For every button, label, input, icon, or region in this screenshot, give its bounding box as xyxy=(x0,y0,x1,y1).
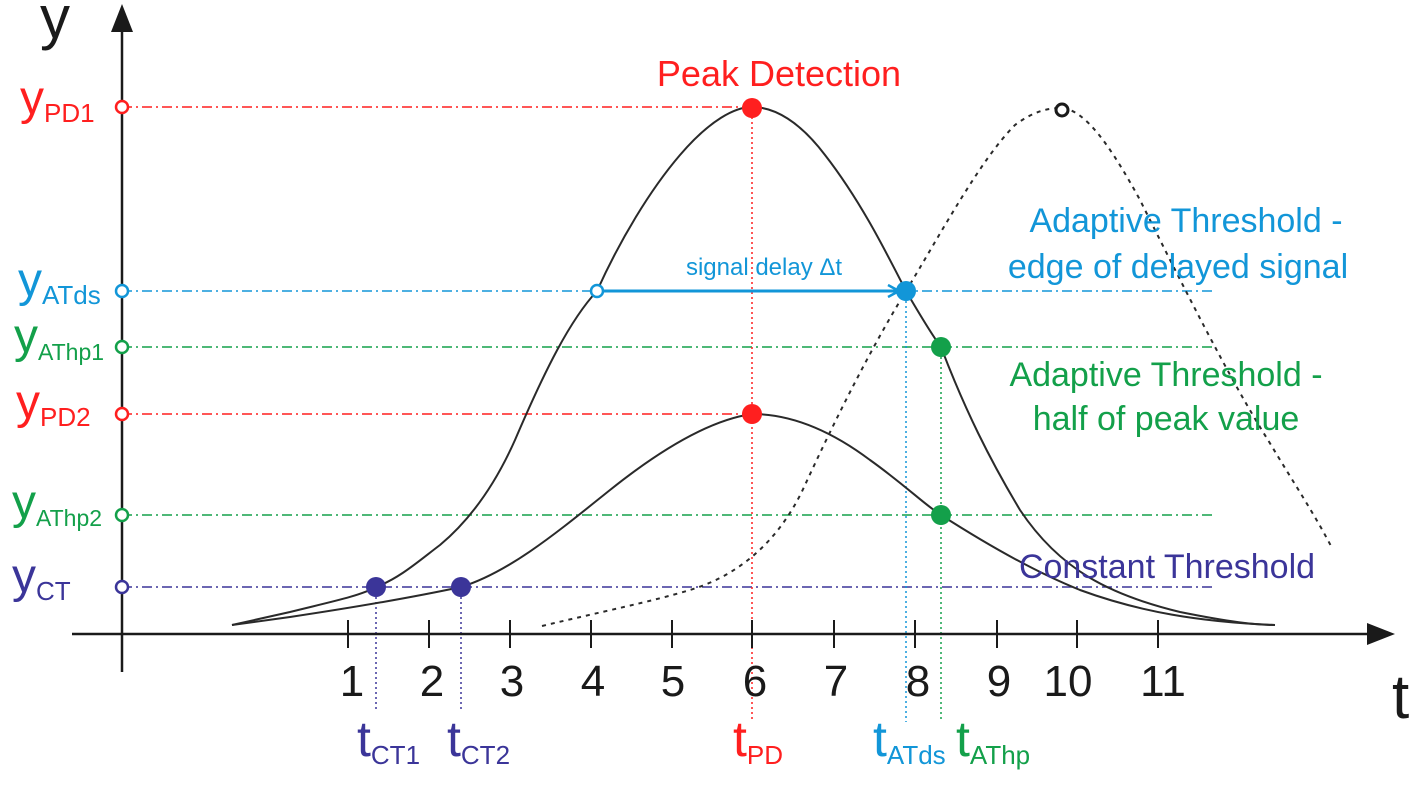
peak-detection-label: Peak Detection xyxy=(657,53,901,94)
x-tick-label: 11 xyxy=(1140,657,1186,706)
x-tick-label: 10 xyxy=(1044,657,1093,706)
t-label-atds: tATds xyxy=(873,711,946,770)
x-axis-arrow xyxy=(1367,623,1395,645)
y-axis-label: y xyxy=(40,0,70,51)
t-label-athp: tAThp xyxy=(956,711,1030,770)
x-tick-label: 2 xyxy=(420,657,444,706)
point-ct1 xyxy=(366,577,386,597)
t-label-pd: tPD xyxy=(733,711,783,770)
y-axis-arrow xyxy=(111,4,133,32)
annotations: Peak Detection signal delay Δt Adaptive … xyxy=(657,53,1348,586)
x-tick-label: 6 xyxy=(743,657,767,706)
small-signal-curve xyxy=(231,412,1276,626)
axis-level-markers xyxy=(114,99,130,595)
data-points xyxy=(366,98,1070,597)
y-label-pd2: yPD2 xyxy=(16,376,91,432)
x-tick-labels: 1 2 3 4 5 6 7 8 9 10 11 xyxy=(340,657,1186,706)
delayed-signal-curve xyxy=(541,106,1333,627)
athp-annotation-line1: Adaptive Threshold - xyxy=(1009,356,1322,394)
reference-lines xyxy=(122,106,1212,588)
point-atds xyxy=(896,281,916,301)
point-ct2 xyxy=(451,577,471,597)
t-label-ct2: tCT2 xyxy=(447,711,510,770)
x-tick-marks xyxy=(347,620,1159,648)
constant-threshold-label: Constant Threshold xyxy=(1019,548,1315,586)
x-tick-label: 8 xyxy=(906,657,930,706)
x-tick-label: 5 xyxy=(661,657,685,706)
x-axis-label: t xyxy=(1392,663,1409,732)
y-label-athp1: yAThp1 xyxy=(14,310,104,365)
point-athp1 xyxy=(931,337,951,357)
x-tick-label: 3 xyxy=(500,657,524,706)
point-delayed-peak xyxy=(1054,102,1070,118)
y-label-atds: yATds xyxy=(18,254,101,310)
t-label-ct1: tCT1 xyxy=(357,711,420,770)
atds-annotation-line1: Adaptive Threshold - xyxy=(1029,202,1342,240)
y-label-ct: yCT xyxy=(12,550,71,606)
point-atds-start xyxy=(589,283,605,299)
point-peak-pd1 xyxy=(742,98,762,118)
point-peak-pd2 xyxy=(742,404,762,424)
x-tick-label: 4 xyxy=(581,657,605,706)
y-label-pd1: yPD1 xyxy=(20,72,95,128)
atds-annotation-line2: edge of delayed signal xyxy=(1008,248,1348,286)
y-label-athp2: yAThp2 xyxy=(12,476,102,531)
x-tick-label: 1 xyxy=(340,657,364,706)
point-athp2 xyxy=(931,505,951,525)
t-marker-labels: tCT1 tCT2 tPD tATds tAThp xyxy=(357,711,1030,770)
signal-delay-label: signal delay Δt xyxy=(686,254,842,281)
athp-annotation-line2: half of peak value xyxy=(1033,400,1300,438)
x-tick-label: 9 xyxy=(987,657,1011,706)
y-level-labels: yPD1 yATds yAThp1 yPD2 yAThp2 yCT xyxy=(12,72,104,606)
x-tick-label: 7 xyxy=(824,657,848,706)
